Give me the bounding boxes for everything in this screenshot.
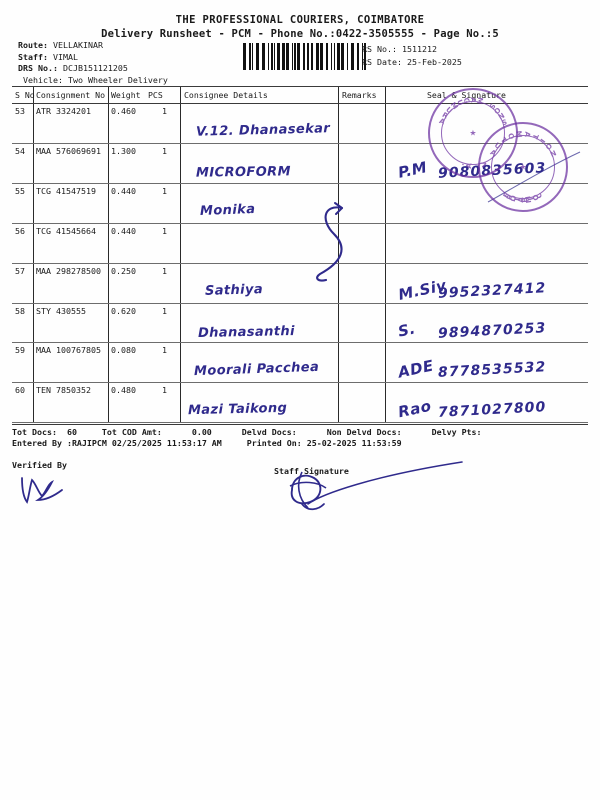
cell-consignment: ATR 3324201 (36, 106, 91, 116)
cell-weight: 0.620 (111, 305, 136, 316)
header-meta-right: RS No.: 1511212 RS Date: 25-Feb-2025 (362, 43, 462, 68)
header-meta-left: Route: VELLAKINAR Staff: VIMAL DRS No.: … (18, 40, 168, 86)
barcode (243, 43, 366, 70)
route-value: VELLAKINAR (52, 40, 103, 50)
cell-pcs: 1 (162, 265, 167, 276)
verified-by-signature (21, 477, 63, 504)
verified-by-label: Verified By (12, 460, 67, 470)
cell-sno: 58 (15, 305, 25, 316)
entered-printed-line: Entered By :RAJIPCM 02/25/2025 11:53:17 … (12, 438, 402, 448)
rs-no-value: 1511212 (401, 44, 437, 54)
cell-sno: 54 (15, 145, 25, 156)
cell-pcs: 1 (162, 145, 167, 156)
rs-date-label: RS Date: (362, 56, 402, 67)
rs-no-label: RS No.: (362, 44, 397, 54)
totals-line: Tot Docs: 60 Tot COD Amt: 0.00 Delvd Doc… (12, 427, 482, 437)
cell-weight: 0.250 (111, 265, 136, 276)
vehicle-value: Two Wheeler Delivery (67, 74, 168, 85)
cell-sno: 57 (15, 265, 25, 276)
column-header-s-no: S No (15, 90, 35, 100)
page-subtitle: Delivery Runsheet - PCM - Phone No.:0422… (101, 28, 499, 40)
page-title: THE PROFESSIONAL COURIERS, COIMBATORE (175, 14, 425, 26)
vehicle-label: Vehicle: (23, 74, 63, 85)
cell-weight: 0.460 (111, 106, 136, 116)
cell-consignment: TEN 7850352 (36, 385, 91, 396)
column-header-weight: Weight (111, 90, 141, 100)
cell-pcs: 1 (162, 185, 167, 196)
staff-label: Staff: (18, 51, 48, 62)
cell-consignment: MAA 298278500 (36, 265, 101, 276)
cell-pcs: 1 (162, 106, 167, 116)
cell-weight: 0.480 (111, 385, 136, 396)
staff-signature-mark (289, 461, 463, 511)
handwritten-brace (316, 202, 344, 282)
cell-sno: 55 (15, 185, 25, 196)
rs-date-value: 25-Feb-2025 (406, 56, 462, 67)
cell-consignment: MAA 576069691 (36, 145, 101, 156)
column-header-pcs: PCS (148, 90, 163, 100)
cell-consignment: MAA 100767805 (36, 345, 101, 356)
cell-pcs: 1 (162, 305, 167, 316)
staff-signature-label: Staff Signature (274, 466, 349, 476)
cell-sno: 53 (15, 106, 25, 116)
drs-label: DRS No.: (18, 63, 58, 74)
cell-weight: 0.440 (111, 225, 136, 236)
column-header-consignment-no: Consignment No (36, 90, 106, 100)
cell-weight: 1.300 (111, 145, 136, 156)
consignment-table: S No Consignment No Weight PCS Consignee Det… (12, 86, 588, 424)
cell-sno: 60 (15, 385, 25, 396)
cell-weight: 0.440 (111, 185, 136, 196)
cell-consignment: TCG 41547519 (36, 185, 96, 196)
column-header-consignee-details: Consignee Details (184, 90, 268, 100)
cell-pcs: 1 (162, 225, 167, 236)
cell-consignment: STY 430555 (36, 305, 86, 316)
cell-sno: 59 (15, 345, 25, 356)
column-header-remarks: Remarks (342, 90, 377, 100)
cell-consignment: TCG 41545664 (36, 225, 96, 236)
cell-weight: 0.080 (111, 345, 136, 356)
cell-sno: 56 (15, 225, 25, 236)
route-label: Route: (18, 40, 48, 50)
staff-value: VIMAL (52, 51, 78, 62)
cell-pcs: 1 (162, 345, 167, 356)
cell-pcs: 1 (162, 385, 167, 396)
drs-value: DCJB151121205 (62, 63, 128, 74)
